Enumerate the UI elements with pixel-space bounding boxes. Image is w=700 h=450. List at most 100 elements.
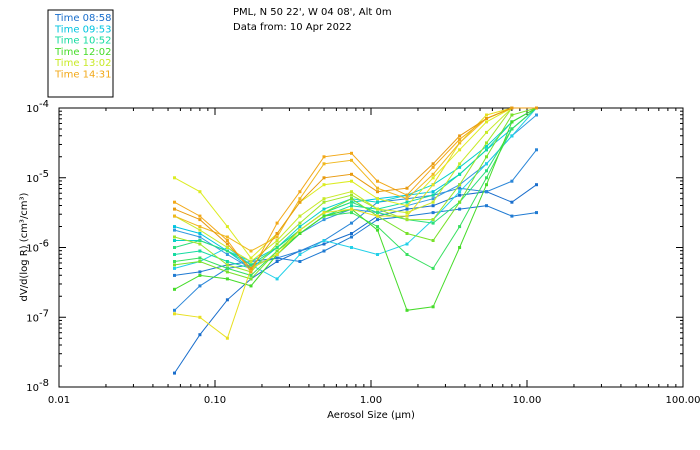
y-tick-exponent: -5 (39, 169, 49, 180)
data-point (225, 239, 229, 242)
series-9 (173, 106, 538, 267)
data-point (458, 200, 462, 204)
data-point (198, 235, 202, 239)
data-point (249, 266, 253, 270)
data-point (485, 144, 488, 148)
data-point (485, 176, 488, 180)
data-point (458, 207, 462, 211)
data-point (322, 207, 326, 211)
data-point (298, 190, 302, 194)
data-point (350, 151, 353, 155)
data-point (350, 200, 353, 204)
data-point (198, 239, 202, 242)
data-point (298, 214, 302, 218)
plot-area (58, 107, 684, 388)
data-point (485, 155, 488, 159)
data-point (173, 228, 176, 232)
data-point (173, 371, 176, 375)
data-point (198, 273, 202, 277)
data-point (198, 228, 202, 232)
data-point (535, 211, 538, 215)
data-point (173, 273, 176, 277)
data-point (376, 214, 379, 218)
data-point (405, 207, 409, 211)
data-point (350, 211, 353, 215)
data-point (405, 253, 409, 256)
data-point (275, 260, 279, 263)
data-point (198, 190, 202, 194)
data-point (350, 232, 353, 235)
x-tick-label: 1.00 (360, 395, 382, 406)
data-point (376, 211, 379, 215)
data-point (275, 239, 279, 242)
data-point (350, 193, 353, 197)
y-tick-exponent: -7 (39, 308, 49, 319)
data-point (405, 308, 409, 312)
data-point (458, 190, 462, 194)
data-point (198, 214, 202, 218)
data-point (225, 253, 229, 256)
data-point (405, 232, 409, 235)
legend-entry: Time 09:53 (54, 24, 111, 35)
data-point (431, 165, 435, 169)
legend-entry: Time 14:31 (54, 70, 111, 81)
series-18 (173, 106, 538, 253)
y-tick-exponent: -6 (39, 239, 49, 250)
data-point (431, 162, 435, 166)
legend-entry: Time 13:02 (54, 58, 111, 69)
data-point (322, 249, 326, 253)
data-point (249, 277, 253, 281)
data-point (458, 148, 462, 152)
data-point (510, 106, 514, 110)
data-point (510, 214, 514, 218)
data-point (198, 249, 202, 253)
data-point (510, 120, 514, 124)
data-point (458, 141, 462, 145)
data-point (173, 266, 176, 270)
data-point (458, 183, 462, 187)
data-point (173, 200, 176, 204)
y-tick-label: 10 (26, 313, 39, 324)
data-point (198, 256, 202, 260)
data-point (198, 270, 202, 274)
data-point (298, 228, 302, 232)
data-point (249, 284, 253, 288)
data-point (510, 113, 514, 117)
data-point (350, 204, 353, 208)
data-point (275, 242, 279, 246)
data-point (485, 204, 488, 208)
data-point (535, 148, 538, 152)
data-point (322, 183, 326, 187)
data-point (225, 298, 229, 302)
data-point (298, 232, 302, 235)
data-point (275, 246, 279, 249)
data-point (322, 200, 326, 204)
data-point (350, 179, 353, 183)
data-point (458, 134, 462, 138)
y-axis-label: dV/d(log R) (cm³/cm³) (19, 192, 30, 301)
data-point (173, 239, 176, 242)
data-point (431, 176, 435, 180)
data-point (249, 270, 253, 274)
data-point (322, 218, 326, 222)
data-point (350, 221, 353, 225)
series-line (174, 107, 537, 252)
data-point (173, 246, 176, 249)
legend-entry: Time 12:02 (54, 47, 111, 58)
data-point (198, 232, 202, 235)
data-point (350, 190, 353, 194)
data-point (298, 197, 302, 201)
data-point (376, 186, 379, 190)
data-point (225, 260, 229, 263)
data-point (431, 239, 435, 242)
data-point (376, 200, 379, 204)
data-point (249, 273, 253, 277)
data-point (198, 333, 202, 337)
data-point (173, 225, 176, 229)
data-point (458, 186, 462, 190)
data-point (322, 214, 326, 218)
data-point (322, 239, 326, 242)
data-point (350, 172, 353, 176)
